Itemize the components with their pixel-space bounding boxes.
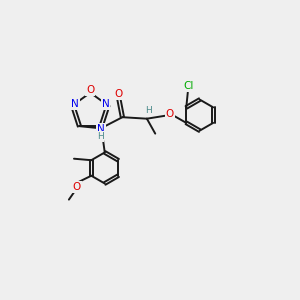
Text: H: H: [97, 132, 104, 141]
Text: H: H: [145, 106, 152, 115]
Text: O: O: [166, 109, 174, 119]
Text: O: O: [115, 89, 123, 99]
Text: N: N: [97, 124, 105, 134]
Text: N: N: [71, 99, 79, 109]
Text: O: O: [86, 85, 94, 95]
Text: Cl: Cl: [183, 81, 194, 92]
Text: N: N: [102, 99, 110, 109]
Text: O: O: [73, 182, 81, 192]
